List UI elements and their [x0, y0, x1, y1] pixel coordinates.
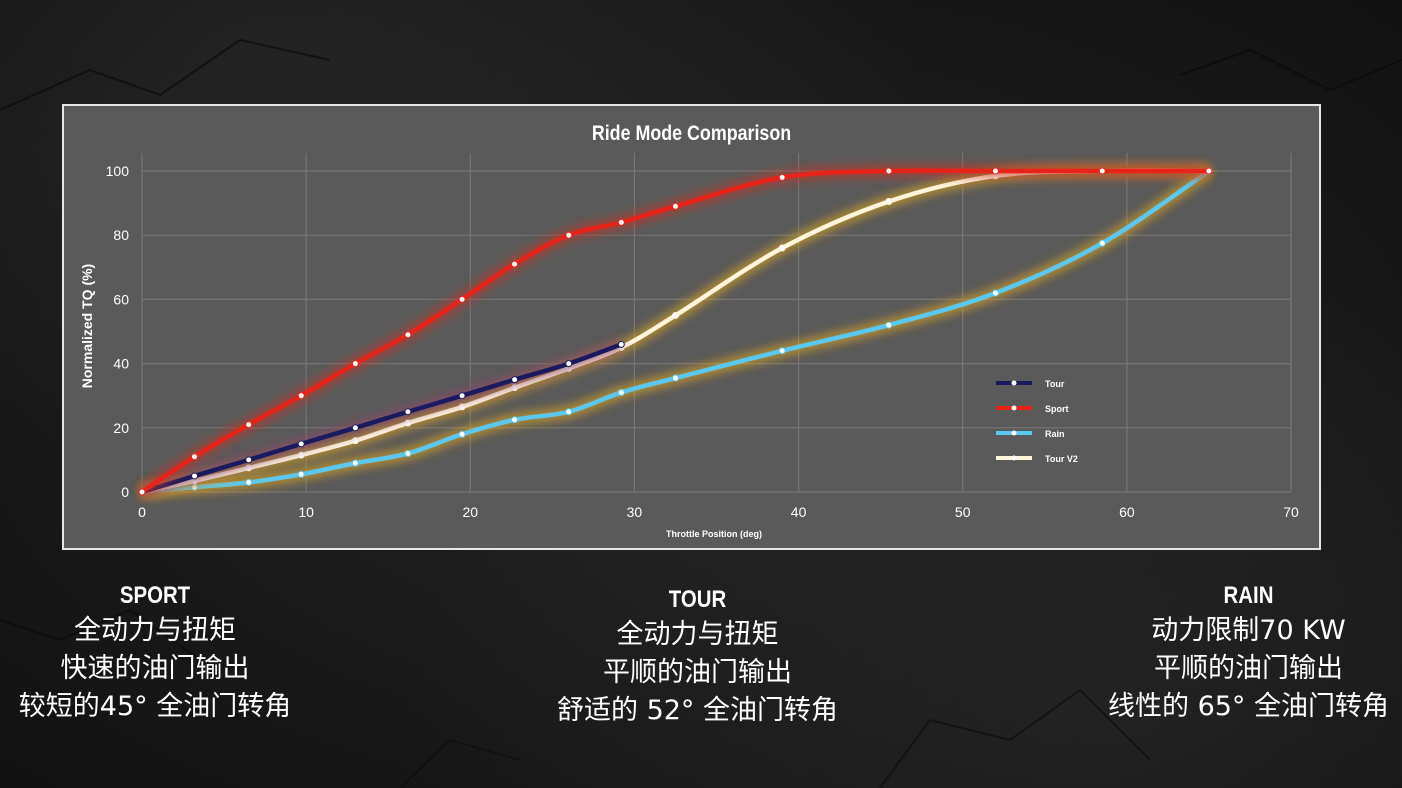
caption-tour-line: 舒适的 52° 全油门转角	[556, 695, 839, 726]
data-point	[404, 449, 412, 457]
data-point	[458, 295, 466, 303]
data-point	[992, 289, 1000, 297]
legend-label: Rain	[1045, 429, 1065, 439]
data-point	[351, 459, 359, 467]
y-tick-label: 100	[106, 163, 130, 179]
x-tick-label: 0	[138, 504, 146, 520]
x-tick-label: 70	[1283, 504, 1299, 520]
caption-rain: RAIN 动力限制70 KW 平顺的油门输出 线性的 65° 全油门转角	[1095, 582, 1402, 726]
data-point	[511, 376, 519, 384]
y-tick-label: 60	[113, 291, 129, 307]
data-point	[565, 231, 573, 239]
legend-item-sport: Sport	[996, 404, 1069, 414]
legend: Tour Sport Rain Tour V2	[996, 379, 1078, 464]
data-point	[351, 360, 359, 368]
legend-item-tour-v2: Tour V2	[996, 454, 1078, 464]
legend-label: Tour	[1045, 379, 1065, 389]
x-axis-label: Throttle Position (deg)	[666, 529, 762, 539]
data-point	[511, 416, 519, 424]
data-point	[617, 218, 625, 226]
x-tick-label: 30	[627, 504, 643, 520]
x-tick-label: 40	[791, 504, 807, 520]
data-point	[245, 478, 253, 486]
caption-sport-line: 全动力与扭矩	[74, 615, 236, 646]
legend-item-tour: Tour	[996, 379, 1065, 389]
chart-panel: Ride Mode Comparison 0 10 20 30 40 50 60 70 0 20 4…	[62, 104, 1321, 550]
caption-tour-title: TOUR	[668, 586, 727, 613]
data-point	[297, 440, 305, 448]
caption-rain-line: 线性的 65° 全油门转角	[1107, 691, 1390, 722]
data-point	[1098, 167, 1106, 175]
caption-sport: SPORT 全动力与扭矩 快速的油门输出 较短的45° 全油门转角	[0, 582, 310, 726]
caption-rain-title: RAIN	[1223, 582, 1274, 609]
data-point	[245, 421, 253, 429]
caption-tour: TOUR 全动力与扭矩 平顺的油门输出 舒适的 52° 全油门转角	[540, 586, 855, 730]
data-point	[778, 347, 786, 355]
data-point	[351, 437, 359, 445]
data-point	[885, 197, 893, 205]
line-chart: 0 10 20 30 40 50 60 70 0 20 40 60 80 100 Tour Sport Rai…	[79, 153, 1299, 539]
legend-marker	[1011, 405, 1017, 411]
chart-title: Ride Mode Comparison	[591, 122, 792, 145]
caption-sport-line: 较短的45° 全油门转角	[18, 691, 292, 722]
data-point	[297, 470, 305, 478]
data-point	[617, 340, 625, 348]
data-point	[458, 403, 466, 411]
caption-sport-line: 快速的油门输出	[60, 653, 250, 684]
legend-label: Sport	[1045, 404, 1069, 414]
data-point	[671, 202, 679, 210]
data-point	[1205, 167, 1213, 175]
grid	[141, 153, 1292, 493]
data-point	[778, 244, 786, 252]
legend-label: Tour V2	[1045, 454, 1078, 464]
data-point	[778, 173, 786, 181]
legend-marker	[1011, 380, 1017, 386]
data-point	[458, 392, 466, 400]
data-point	[565, 360, 573, 368]
y-tick-label: 20	[113, 420, 129, 436]
data-point	[511, 260, 519, 268]
y-tick-label: 0	[121, 484, 129, 500]
legend-item-rain: Rain	[996, 429, 1065, 439]
series-line	[141, 342, 623, 495]
data-point	[885, 321, 893, 329]
data-point	[297, 451, 305, 459]
data-point	[992, 167, 1000, 175]
y-axis-label: Normalized TQ (%)	[79, 264, 95, 388]
series-line	[140, 168, 1209, 494]
caption-rain-line: 平顺的油门输出	[1154, 653, 1343, 684]
legend-marker	[1011, 430, 1017, 436]
data-point	[245, 456, 253, 464]
x-tick-label: 20	[462, 504, 478, 520]
data-point	[191, 453, 199, 461]
caption-tour-line: 全动力与扭矩	[616, 619, 779, 650]
caption-tour-line: 平顺的油门输出	[603, 657, 792, 688]
x-tick-label: 10	[298, 504, 314, 520]
data-point	[404, 419, 412, 427]
data-point	[138, 488, 146, 496]
data-point	[565, 408, 573, 416]
caption-rain-line: 动力限制70 KW	[1151, 615, 1346, 646]
legend-marker	[1011, 455, 1017, 461]
x-tick-label: 60	[1119, 504, 1135, 520]
data-point	[671, 374, 679, 382]
y-tick-label: 80	[113, 227, 129, 243]
axes: 0 10 20 30 40 50 60 70 0 20 40 60 80 100	[106, 163, 1299, 520]
data-point	[885, 167, 893, 175]
data-point	[351, 424, 359, 432]
y-tick-label: 40	[113, 356, 129, 372]
data-point	[297, 392, 305, 400]
data-point	[404, 408, 412, 416]
data-point	[191, 472, 199, 480]
data-point	[1098, 239, 1106, 247]
caption-sport-title: SPORT	[119, 582, 191, 609]
data-point	[404, 331, 412, 339]
data-point	[617, 388, 625, 396]
series-sport	[138, 165, 1213, 497]
data-point	[458, 430, 466, 438]
data-point	[671, 311, 679, 319]
x-tick-label: 50	[955, 504, 971, 520]
series-group	[138, 165, 1213, 498]
